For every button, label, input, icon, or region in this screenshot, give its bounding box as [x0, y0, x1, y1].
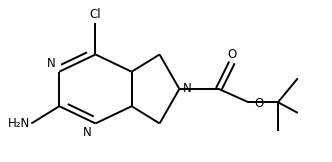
Text: N: N: [183, 82, 192, 95]
Text: Cl: Cl: [90, 8, 101, 21]
Text: N: N: [46, 57, 55, 70]
Text: O: O: [254, 97, 264, 110]
Text: O: O: [227, 48, 237, 61]
Text: N: N: [83, 126, 92, 139]
Text: H₂N: H₂N: [8, 117, 30, 130]
